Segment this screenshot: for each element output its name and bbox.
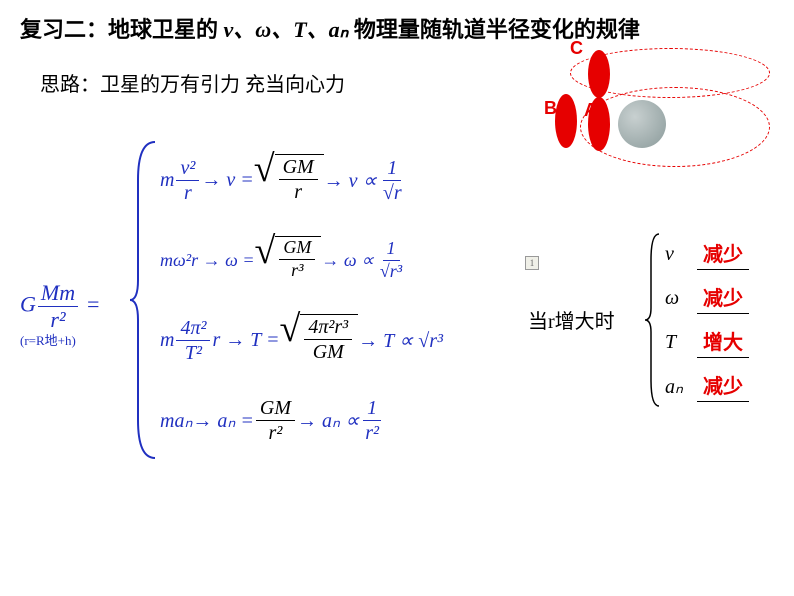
- result-t: T增大: [665, 320, 749, 364]
- ans-v: 减少: [697, 238, 749, 270]
- lhs-note: (r=R地+h): [20, 330, 76, 349]
- lhs-expression: GMmr² =: [20, 280, 100, 333]
- r4-arr2: → aₙ ∝: [297, 408, 359, 433]
- r1-f1d: r: [180, 181, 196, 205]
- r2-sqn: GM: [279, 237, 315, 260]
- r1-f1n: v²: [176, 156, 199, 181]
- r1-a: m: [160, 169, 174, 192]
- r2-a: mω²r → ω =: [160, 250, 254, 271]
- results-block: v减少 ω减少 T增大 aₙ减少: [665, 232, 749, 408]
- lhs-g: G: [20, 292, 36, 317]
- sym-w: ω: [665, 287, 693, 310]
- title-suffix: 物理量随轨道半径变化的规律: [354, 17, 640, 42]
- badge-icon: 1: [525, 256, 539, 270]
- title-prefix: 复习二：地球卫星的: [20, 17, 218, 42]
- r2-pn: 1: [383, 238, 400, 261]
- r4-f1n: GM: [256, 396, 295, 421]
- result-a: aₙ减少: [665, 364, 749, 408]
- row-omega: mω²r → ω = √GMr³ → ω ∝ 1√r³: [160, 220, 443, 300]
- subtitle: 思路：卫星的万有引力 充当向心力: [40, 68, 345, 97]
- r3-a: m: [160, 329, 174, 352]
- r1-sqn: GM: [279, 155, 318, 180]
- row-an: maₙ→ aₙ = GMr² → aₙ ∝ 1r²: [160, 380, 443, 460]
- r3-sqn: 4π²r³: [304, 315, 352, 340]
- row-v: m v²r → v = √GMr → v ∝ 1√r: [160, 140, 443, 220]
- sym-a: aₙ: [665, 374, 693, 399]
- sym-t: T: [665, 331, 693, 354]
- planet-icon: [618, 100, 666, 148]
- result-v: v减少: [665, 232, 749, 276]
- row-t: m 4π²T² r → T = √4π²r³GM → T ∝ √r³: [160, 300, 443, 380]
- r3-f1n: 4π²: [176, 316, 210, 341]
- title-vars: v、ω、T、aₙ: [224, 17, 349, 42]
- r4-f1d: r²: [265, 421, 287, 445]
- label-c: C: [570, 38, 583, 59]
- r2-pd: √r³: [376, 261, 406, 283]
- formula-rows: m v²r → v = √GMr → v ∝ 1√r mω²r → ω = √G…: [160, 140, 443, 460]
- left-brace-icon: [130, 140, 160, 460]
- ans-a: 减少: [697, 370, 749, 402]
- r3-arr2: → T ∝ √r³: [358, 328, 443, 353]
- r1-pn: 1: [383, 156, 401, 181]
- satellite-c: [588, 50, 610, 98]
- label-a: A: [584, 100, 597, 121]
- r3-sqd: GM: [309, 340, 348, 364]
- lhs-eq: =: [80, 292, 100, 317]
- lhs-num: Mm: [38, 280, 78, 307]
- r1-arr2: → v ∝: [324, 168, 377, 193]
- r3-f1d: T²: [181, 341, 206, 365]
- ans-w: 减少: [697, 282, 749, 314]
- right-brace-icon: [645, 230, 663, 410]
- r2-arr2: → ω ∝: [321, 250, 374, 271]
- sym-v: v: [665, 243, 693, 266]
- ans-t: 增大: [697, 326, 749, 358]
- r1-arr: → v =: [201, 169, 253, 192]
- formula-block: GMmr² = (r=R地+h) m v²r → v = √GMr → v ∝ …: [20, 130, 570, 490]
- r3-mid: r → T =: [212, 329, 279, 352]
- r4-pn: 1: [363, 396, 381, 421]
- orbit-diagram: C B A: [540, 52, 770, 172]
- result-w: ω减少: [665, 276, 749, 320]
- label-b: B: [544, 98, 557, 119]
- page-title: 复习二：地球卫星的 v、ω、T、aₙ 物理量随轨道半径变化的规律: [20, 12, 640, 44]
- r4-pd: r²: [361, 421, 383, 445]
- r4-a: maₙ→ aₙ =: [160, 408, 254, 433]
- r2-sqd: r³: [287, 260, 307, 282]
- r1-pd: √r: [379, 181, 406, 205]
- r1-sqd: r: [290, 180, 306, 204]
- mid-text: 当r增大时: [528, 305, 615, 334]
